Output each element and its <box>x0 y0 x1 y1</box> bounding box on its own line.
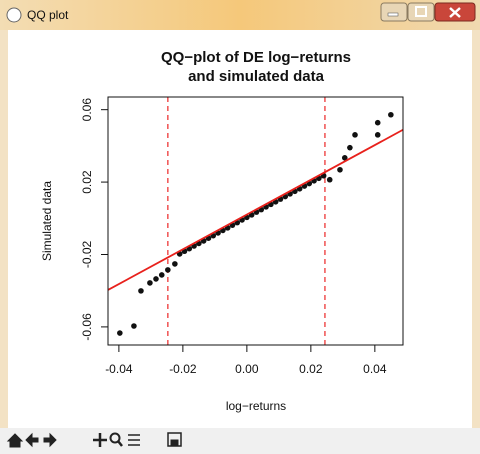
data-point <box>147 280 153 286</box>
plot: -0.04 -0.02 0.00 0.02 0.04 -0.06 -0.02 0.02 0.06 <box>80 96 404 376</box>
data-point <box>172 261 178 267</box>
forward-button[interactable] <box>43 432 57 448</box>
data-point <box>352 132 358 138</box>
zoom-button[interactable] <box>109 432 121 444</box>
configure-button[interactable] <box>128 434 140 446</box>
toolbar-icons <box>6 432 182 448</box>
data-point <box>153 276 159 282</box>
pan-button[interactable] <box>93 433 107 447</box>
x-tick-label: -0.04 <box>105 362 133 376</box>
maximize-button[interactable] <box>407 2 435 22</box>
save-icon <box>170 439 179 446</box>
back-button[interactable] <box>25 432 39 448</box>
data-point <box>158 272 165 278</box>
data-point <box>138 288 144 294</box>
x-tick-label: 0.02 <box>299 362 323 376</box>
data-point <box>341 155 348 161</box>
x-tick-label: 0.04 <box>363 362 387 376</box>
data-point <box>337 166 343 173</box>
maximize-icon <box>415 6 427 17</box>
data-point <box>374 119 381 126</box>
y-tick-label: 0.06 <box>80 98 94 122</box>
window-title: QQ plot <box>27 8 69 22</box>
y-tick-label: 0.02 <box>80 170 94 194</box>
data-point <box>131 323 137 329</box>
data-point <box>326 176 333 183</box>
y-tick-label: -0.06 <box>80 313 94 341</box>
zoom-handle <box>117 440 123 447</box>
data-point <box>374 132 381 138</box>
y-tick-label: -0.02 <box>80 240 94 268</box>
data-point <box>388 111 394 118</box>
save-button[interactable] <box>167 432 182 447</box>
x-axis-label: log−returns <box>226 399 286 413</box>
app-icon <box>6 7 22 23</box>
toolbar <box>0 428 480 454</box>
plot-frame <box>107 96 404 346</box>
data-point <box>117 330 123 336</box>
y-axis-label: Simulated data <box>40 181 54 261</box>
data-point <box>347 144 353 151</box>
minimize-icon <box>387 12 399 17</box>
chart-title: and simulated data <box>188 68 325 85</box>
close-icon <box>449 7 461 18</box>
chart-title: QQ−plot of DE log−returns <box>161 49 351 66</box>
x-tick-label: 0.00 <box>235 362 259 376</box>
plot-canvas <box>8 30 472 428</box>
minimize-button[interactable] <box>380 2 408 22</box>
x-tick-label: -0.02 <box>169 362 197 376</box>
data-point <box>165 267 171 273</box>
home-button[interactable] <box>6 433 24 448</box>
reference-line <box>107 128 404 291</box>
